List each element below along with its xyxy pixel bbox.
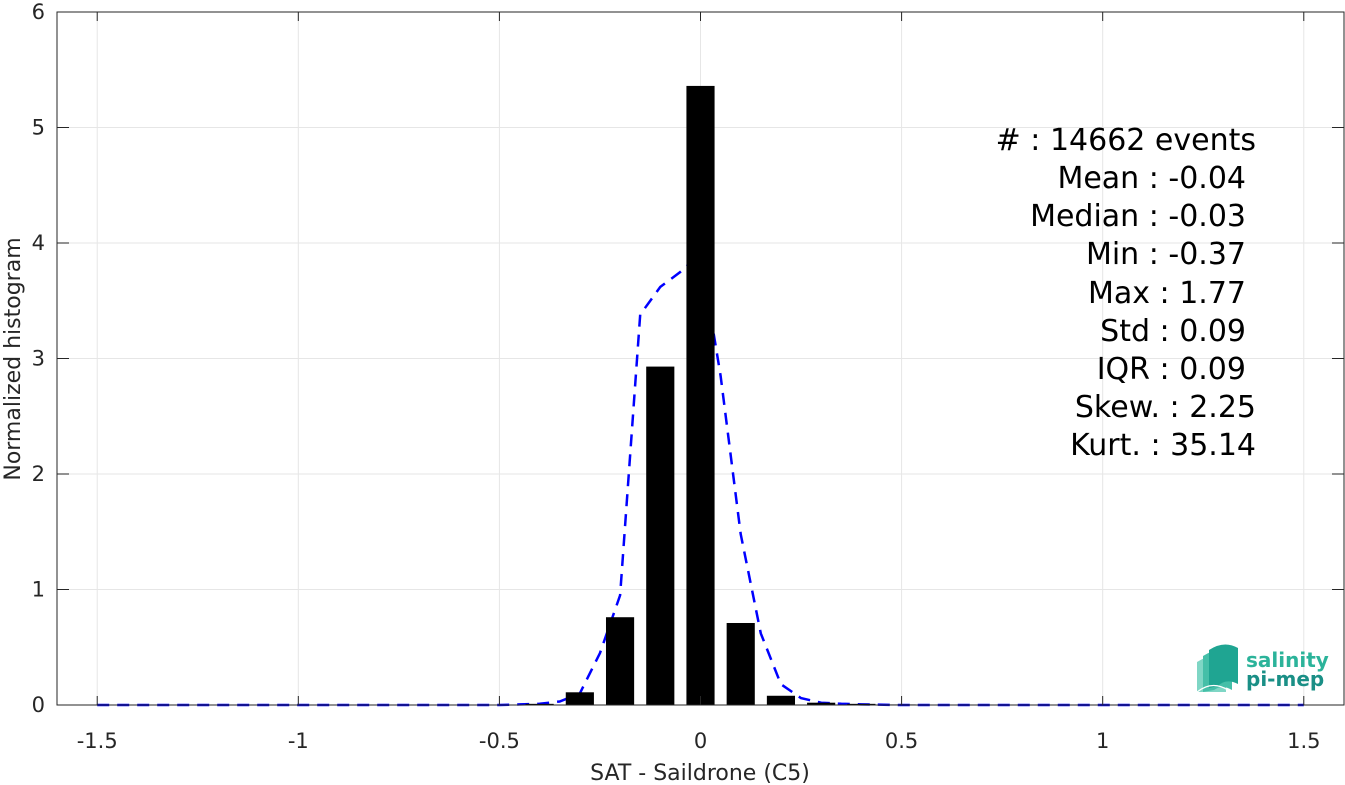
x-tick-label: 0: [694, 729, 707, 753]
logo-word-pimep: pi-mep: [1246, 667, 1324, 691]
y-tick-label: 1: [32, 578, 45, 602]
stats-iqr: IQR : 0.09: [1097, 352, 1246, 387]
x-tick-label: -1.5: [77, 729, 118, 753]
histogram-bar: [605, 617, 635, 705]
y-tick-label: 3: [32, 347, 45, 371]
histogram-bar: [565, 692, 594, 705]
stats-median: Median : -0.03: [1030, 199, 1246, 234]
y-tick-label: 2: [32, 462, 45, 486]
y-tick-label: 4: [32, 231, 45, 255]
histogram-bar: [646, 366, 675, 705]
x-axis-label: SAT - Saildrone (C5): [590, 761, 810, 785]
stats-std: Std : 0.09: [1100, 314, 1246, 349]
histogram-bar: [686, 85, 715, 706]
y-axis-ticks: 0 1 2 3 4 5 6: [32, 0, 1344, 717]
histogram-bar: [525, 703, 554, 705]
stats-kurtosis: Kurt. : 35.14: [1070, 428, 1256, 463]
histogram-bars: [525, 85, 916, 706]
x-tick-label: 1.5: [1287, 729, 1320, 753]
histogram-bar: [847, 703, 876, 705]
wave-logo-icon: [1196, 644, 1241, 693]
logo-word-salinity: salinity: [1246, 648, 1329, 672]
y-axis-label: Normalized histogram: [1, 237, 26, 480]
x-tick-label: 1: [1096, 729, 1109, 753]
y-tick-label: 6: [32, 0, 45, 24]
y-tick-label: 0: [32, 693, 45, 717]
stats-mean: Mean : -0.04: [1057, 161, 1246, 196]
histogram-bar: [766, 695, 796, 705]
x-axis-ticks: -1.5 -1 -0.5 0 0.5 1 1.5: [77, 12, 1320, 753]
salinity-pimep-logo: salinity pi-mep: [1196, 644, 1329, 693]
stats-min: Min : -0.37: [1086, 237, 1246, 272]
stats-max: Max : 1.77: [1088, 276, 1246, 311]
histogram-bar: [807, 702, 836, 705]
histogram-bar: [726, 622, 755, 705]
stats-skew: Skew. : 2.25: [1075, 390, 1256, 425]
y-tick-label: 5: [32, 116, 45, 140]
x-tick-label: 0.5: [885, 729, 918, 753]
stats-count: # : 14662 events: [996, 123, 1256, 158]
x-tick-label: -1: [288, 729, 309, 753]
x-tick-label: -0.5: [479, 729, 520, 753]
statistics-box: # : 14662 events Mean : -0.04 Median : -…: [996, 123, 1256, 463]
